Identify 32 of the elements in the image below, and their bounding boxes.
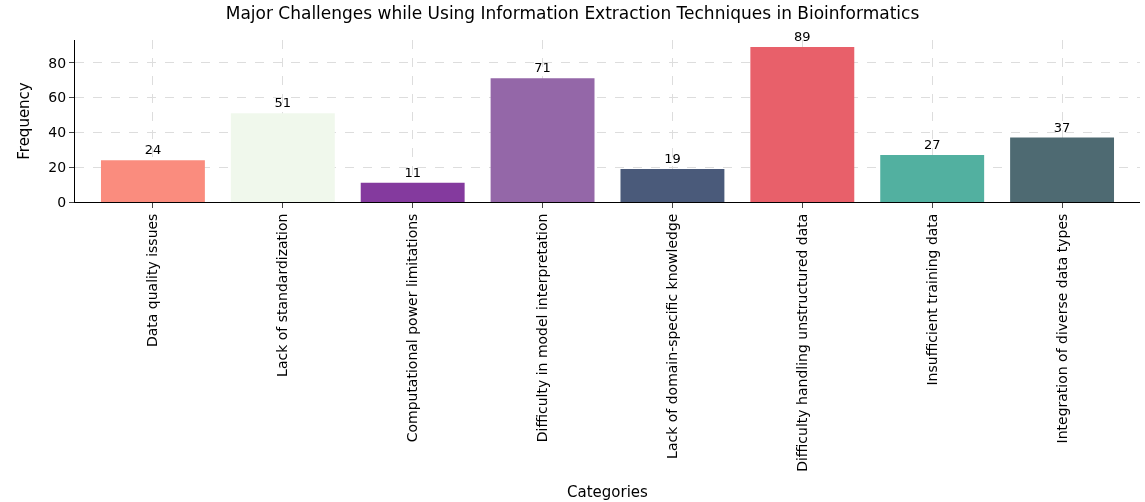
data-label: 11 [404,164,421,180]
data-label: 37 [1053,119,1071,135]
bar [1010,137,1115,202]
x-tick-label: Lack of standardization [274,213,291,377]
bar [750,46,855,202]
bar [490,78,595,202]
x-tick-label: Insufficient training data [923,213,940,386]
data-label: 51 [274,95,292,111]
y-tick-label: 40 [48,124,67,141]
bar [360,182,465,202]
bar [880,154,985,202]
x-axis-title: Categories [567,482,649,501]
bar [100,160,205,202]
x-tick-label: Data quality issues [144,213,161,348]
bar [620,168,725,202]
y-tick-label: 80 [48,54,67,71]
y-tick-label: 20 [48,159,67,176]
y-tick-label: 60 [48,89,67,106]
data-label: 19 [664,150,681,166]
data-label: 89 [794,28,811,44]
x-tick-label: Difficulty in model interpretation [534,213,551,443]
y-tick-label: 0 [57,193,67,210]
x-tick-label: Lack of domain-specific knowledge [663,213,680,459]
x-tick-label: Difficulty handling unstructured data [793,213,810,472]
data-label: 71 [534,60,551,76]
y-axis-title: Frequency [14,82,33,160]
x-tick-label: Computational power limitations [404,213,421,443]
chart-title: Major Challenges while Using Information Extraction Techniques in Bioinformatics [225,3,920,24]
bar [230,113,335,202]
x-tick-label: Integration of diverse data types [1053,213,1070,444]
data-label: 24 [144,142,162,158]
data-label: 27 [923,136,941,152]
